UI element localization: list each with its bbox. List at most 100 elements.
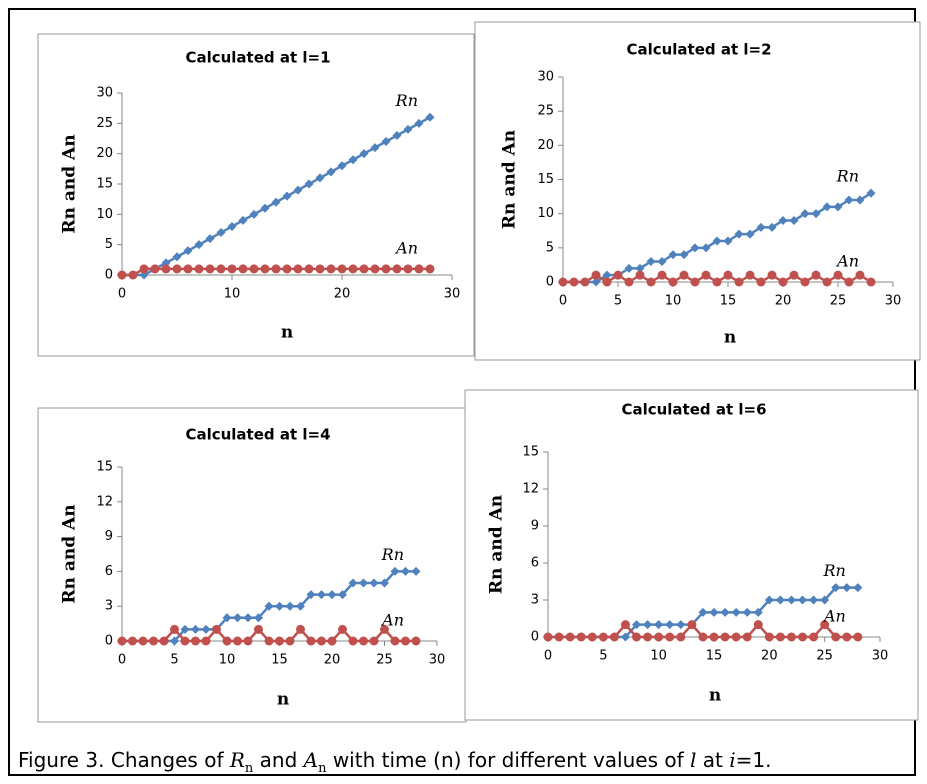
x-tick-label: 0 bbox=[118, 653, 126, 668]
data-point bbox=[296, 601, 305, 611]
data-point bbox=[543, 632, 553, 642]
x-tick-label: 30 bbox=[444, 287, 461, 302]
data-point bbox=[390, 566, 400, 576]
data-point bbox=[293, 264, 303, 274]
data-point bbox=[786, 632, 796, 642]
y-tick-label: 20 bbox=[96, 146, 113, 161]
data-point bbox=[201, 624, 211, 634]
data-point bbox=[304, 264, 314, 274]
data-point bbox=[613, 270, 623, 280]
data-point bbox=[285, 636, 295, 646]
data-point bbox=[632, 620, 642, 630]
data-point bbox=[150, 264, 160, 274]
x-axis-label: n bbox=[277, 690, 289, 710]
data-point bbox=[687, 620, 697, 630]
data-point bbox=[723, 236, 733, 246]
data-point bbox=[348, 264, 358, 274]
caption-text: and bbox=[253, 748, 304, 772]
data-point bbox=[233, 636, 242, 646]
data-point bbox=[844, 195, 854, 205]
chart-box bbox=[37, 407, 467, 723]
data-point bbox=[264, 601, 274, 611]
y-tick-label: 10 bbox=[96, 207, 113, 222]
data-point bbox=[580, 277, 590, 287]
data-point bbox=[380, 578, 389, 588]
x-tick-label: 5 bbox=[599, 649, 607, 664]
data-point bbox=[296, 624, 305, 634]
data-point bbox=[620, 632, 630, 642]
x-tick-label: 15 bbox=[271, 653, 288, 668]
data-point bbox=[260, 264, 270, 274]
data-point bbox=[809, 632, 819, 642]
data-point bbox=[172, 252, 182, 262]
data-point bbox=[775, 632, 785, 642]
data-point bbox=[811, 209, 821, 219]
y-tick-label: 0 bbox=[105, 268, 113, 283]
data-point bbox=[159, 636, 169, 646]
data-point bbox=[654, 632, 664, 642]
x-tick-label: 25 bbox=[816, 649, 833, 664]
data-point bbox=[720, 632, 730, 642]
data-point bbox=[690, 277, 700, 287]
data-point bbox=[327, 636, 337, 646]
x-tick-label: 10 bbox=[665, 294, 682, 309]
data-point bbox=[194, 264, 204, 274]
data-point bbox=[866, 277, 876, 287]
caption-text: i bbox=[729, 748, 736, 772]
caption-text: with time (n) for different values of bbox=[326, 748, 690, 772]
data-point bbox=[205, 264, 215, 274]
chart-title: Calculated at l=1 bbox=[185, 49, 330, 67]
data-point bbox=[591, 270, 601, 280]
data-point bbox=[194, 240, 204, 250]
data-point bbox=[315, 173, 325, 183]
x-tick-label: 15 bbox=[720, 294, 737, 309]
data-point bbox=[565, 632, 575, 642]
y-axis-label: Rn and An bbox=[487, 495, 507, 594]
data-point bbox=[764, 595, 774, 605]
y-tick-label: 15 bbox=[537, 172, 554, 187]
data-point bbox=[676, 632, 686, 642]
y-tick-label: 0 bbox=[546, 275, 554, 290]
series-label: Rn bbox=[836, 167, 859, 186]
data-point bbox=[359, 149, 369, 159]
data-point bbox=[425, 112, 435, 122]
y-tick-label: 15 bbox=[522, 445, 539, 460]
data-point bbox=[646, 257, 656, 266]
data-point bbox=[275, 601, 284, 611]
chart-box bbox=[464, 389, 919, 721]
data-point bbox=[789, 216, 799, 225]
y-tick-label: 6 bbox=[531, 556, 539, 571]
data-point bbox=[665, 620, 675, 630]
x-tick-label: 20 bbox=[761, 649, 778, 664]
data-point bbox=[831, 632, 841, 642]
data-point bbox=[831, 583, 841, 593]
data-point bbox=[554, 632, 564, 642]
x-tick-label: 10 bbox=[219, 653, 236, 668]
data-point bbox=[624, 263, 634, 273]
data-point bbox=[338, 590, 347, 600]
data-point bbox=[701, 270, 711, 280]
data-point bbox=[260, 203, 270, 213]
data-point bbox=[701, 243, 711, 253]
data-point bbox=[646, 277, 656, 287]
data-point bbox=[820, 595, 830, 605]
data-point bbox=[317, 636, 326, 646]
data-point bbox=[767, 222, 777, 232]
data-point bbox=[668, 277, 678, 287]
data-point bbox=[855, 270, 865, 280]
data-point bbox=[742, 607, 752, 617]
data-point bbox=[842, 583, 852, 593]
data-point bbox=[390, 636, 400, 646]
data-point bbox=[620, 620, 630, 630]
y-tick-label: 30 bbox=[537, 70, 554, 85]
y-tick-label: 5 bbox=[105, 237, 113, 252]
data-point bbox=[359, 264, 369, 274]
data-point bbox=[403, 124, 413, 134]
data-point bbox=[359, 578, 368, 588]
caption-text: Figure 3. Changes of bbox=[18, 748, 230, 772]
data-point bbox=[222, 613, 232, 623]
data-point bbox=[227, 264, 237, 274]
data-point bbox=[414, 264, 424, 274]
data-point bbox=[380, 624, 389, 634]
data-point bbox=[172, 264, 182, 274]
